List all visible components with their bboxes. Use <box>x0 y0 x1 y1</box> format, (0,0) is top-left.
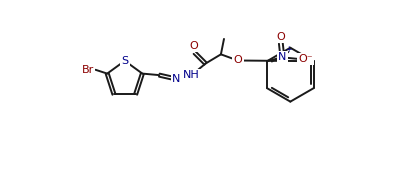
Text: +: + <box>286 45 292 54</box>
Text: NH: NH <box>183 70 200 80</box>
Text: O: O <box>190 41 198 51</box>
Text: O: O <box>233 55 242 65</box>
Text: Br: Br <box>82 65 94 75</box>
Text: S: S <box>121 56 128 66</box>
Text: O: O <box>277 32 285 42</box>
Text: N: N <box>278 52 287 62</box>
Text: O⁻: O⁻ <box>298 54 313 64</box>
Text: N: N <box>172 74 181 84</box>
